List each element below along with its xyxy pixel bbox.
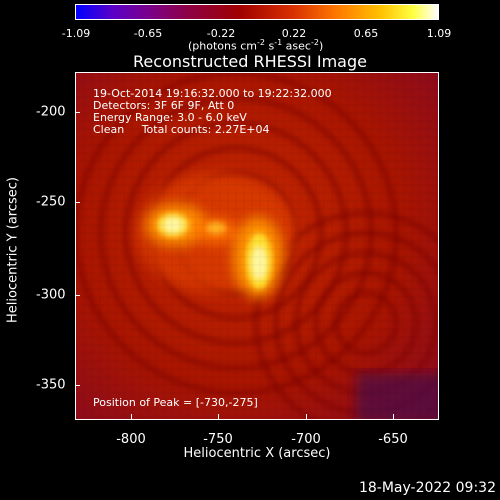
colorbar-tick: -0.22 xyxy=(206,27,236,40)
y-axis-label: Heliocentric Y (arcsec) xyxy=(5,177,21,323)
y-tick-mark xyxy=(75,385,80,386)
x-tick-label: -750 xyxy=(203,432,233,447)
y-tick-mark xyxy=(75,295,80,296)
x-tick-mark xyxy=(306,414,307,420)
x-tick-mark xyxy=(393,414,394,420)
y-tick-label: -250 xyxy=(36,194,66,210)
detectors-text: Detectors: 3F 6F 9F, Att 0 xyxy=(93,99,235,112)
x-axis-label: Heliocentric X (arcsec) xyxy=(183,446,331,461)
x-tick-label: -700 xyxy=(291,432,321,447)
rhessi-image xyxy=(75,72,439,420)
time-range-text: 19-Oct-2014 19:16:32.000 to 19:22:32.000 xyxy=(93,87,332,100)
colorbar-tick: 1.09 xyxy=(426,27,452,40)
x-tick-label: -650 xyxy=(378,432,408,447)
x-tick-label: -800 xyxy=(116,432,146,447)
x-tick-mark xyxy=(131,414,132,420)
y-tick-label: -200 xyxy=(36,104,66,120)
y-tick-mark xyxy=(75,112,80,113)
y-tick-mark xyxy=(75,202,80,203)
image-title: Reconstructed RHESSI Image xyxy=(133,52,367,71)
y-tick-label: -300 xyxy=(36,287,66,303)
colorbar-tick: -1.09 xyxy=(61,27,91,40)
colorbar xyxy=(75,4,439,20)
x-tick-mark xyxy=(218,414,219,420)
peak-position-text: Position of Peak = [-730,-275] xyxy=(93,396,258,409)
colorbar-tick: 0.65 xyxy=(353,27,379,40)
y-tick-label: -350 xyxy=(36,377,66,393)
energy-range-text: Energy Range: 3.0 - 6.0 keV xyxy=(93,111,247,124)
datestamp: 18-May-2022 09:32 xyxy=(358,480,496,496)
colorbar-unit-label: (photons cm-2 s-1 asec-2) xyxy=(188,38,324,53)
method-counts-text: Clean Total counts: 2.27E+04 xyxy=(93,123,270,136)
colorbar-tick: 0.22 xyxy=(281,27,307,40)
colorbar-tick: -0.65 xyxy=(133,27,163,40)
